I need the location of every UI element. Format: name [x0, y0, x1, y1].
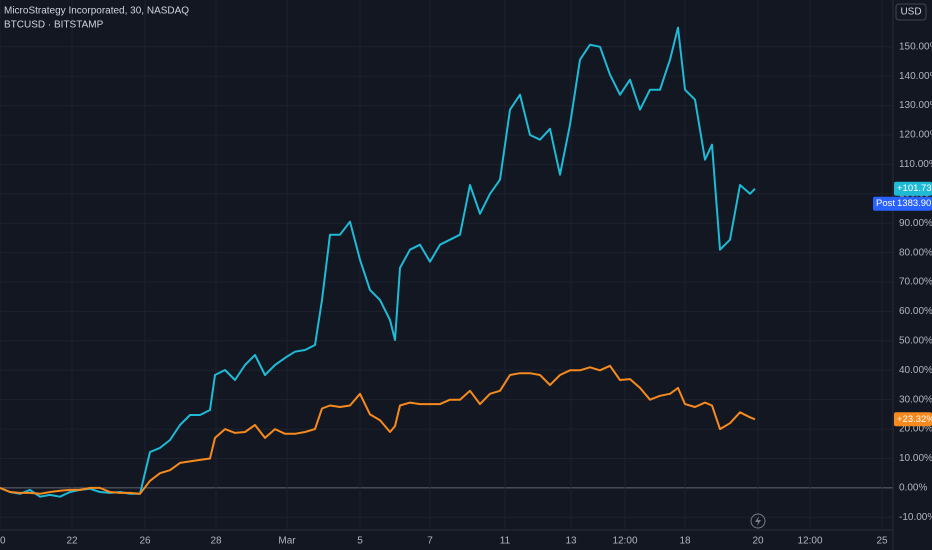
legend-compare: BTCUSD · BITSTAMP [4, 20, 104, 31]
y-tick-label: 140.00% [899, 71, 932, 82]
y-tick-label: 80.00% [899, 247, 932, 258]
y-tick-label: 120.00% [899, 130, 932, 141]
grid [0, 0, 893, 530]
x-tick-label: Mar [278, 536, 296, 547]
y-tick-label: 130.00% [899, 100, 932, 111]
x-tick-label: 12:00 [612, 536, 637, 547]
last-value-badge [894, 412, 932, 427]
post-badge [873, 196, 932, 211]
y-tick-label: 70.00% [899, 277, 932, 288]
x-tick-label: 20 [752, 536, 764, 547]
lightning-icon[interactable] [750, 513, 766, 529]
y-tick-label: 90.00% [899, 218, 932, 229]
x-tick-label: 12:00 [797, 536, 822, 547]
currency-label[interactable]: USD [900, 7, 921, 18]
x-tick-label: 11 [500, 536, 511, 547]
y-tick-label: 0.00% [899, 483, 927, 494]
plot [0, 26, 756, 498]
last-value-badge [894, 181, 932, 196]
post-label: Post [876, 198, 895, 209]
x-tick-label: 22 [66, 536, 78, 547]
x-tick-label: 18 [679, 536, 691, 547]
x-tick-label: 7 [427, 536, 433, 547]
y-tick-label: 110.00% [899, 159, 932, 170]
x-tick-label: 25 [876, 536, 888, 547]
y-tick-label: 60.00% [899, 306, 932, 317]
last-value-label: +101.73% [897, 183, 932, 194]
legend-main: MicroStrategy Incorporated, 30, NASDAQ [4, 6, 189, 17]
currency-button[interactable] [895, 3, 927, 21]
y-tick-label: 50.00% [899, 335, 932, 346]
y-tick-label: 20.00% [899, 424, 932, 435]
x-tick-label: 28 [210, 536, 222, 547]
y-tick-label: 40.00% [899, 365, 932, 376]
x-tick-label: 5 [357, 536, 363, 547]
y-tick-label: 10.00% [899, 453, 932, 464]
y-tick-label: -10.00% [899, 512, 932, 523]
y-tick-label: 150.00% [899, 41, 932, 52]
last-value-label: +23.32% [897, 414, 932, 425]
series-line [0, 364, 756, 495]
x-tick-label: 20 [0, 536, 6, 547]
y-tick-label: 30.00% [899, 394, 932, 405]
x-tick-label: 26 [139, 536, 151, 547]
post-price: 1383.90 [897, 198, 931, 209]
x-tick-label: 13 [565, 536, 577, 547]
